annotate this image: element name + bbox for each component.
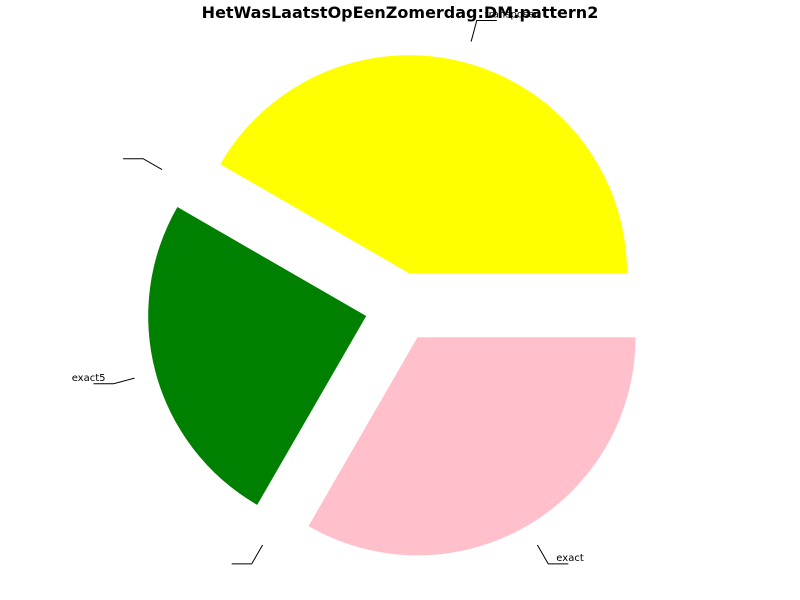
slice-label-exact5: exact5 xyxy=(72,373,106,384)
chart-title: HetWasLaatstOpEenZomerdag:DM:pattern2 xyxy=(202,3,599,22)
pie-slice-exact xyxy=(308,337,636,556)
slice-label-exact: exact xyxy=(556,553,584,564)
slice-label-transposed: transposed xyxy=(485,10,541,21)
pie-slice-transposed xyxy=(220,55,628,274)
slices-layer xyxy=(148,55,636,556)
leader-line-1 xyxy=(123,158,163,171)
labels-layer: transposed exact5 exact xyxy=(72,10,584,565)
leader-line-transposed xyxy=(470,20,497,42)
leader-line-exact xyxy=(536,544,569,565)
leader-line-3 xyxy=(231,544,264,565)
leader-line-exact5 xyxy=(93,377,135,385)
pie-slice-exact5 xyxy=(148,207,367,505)
